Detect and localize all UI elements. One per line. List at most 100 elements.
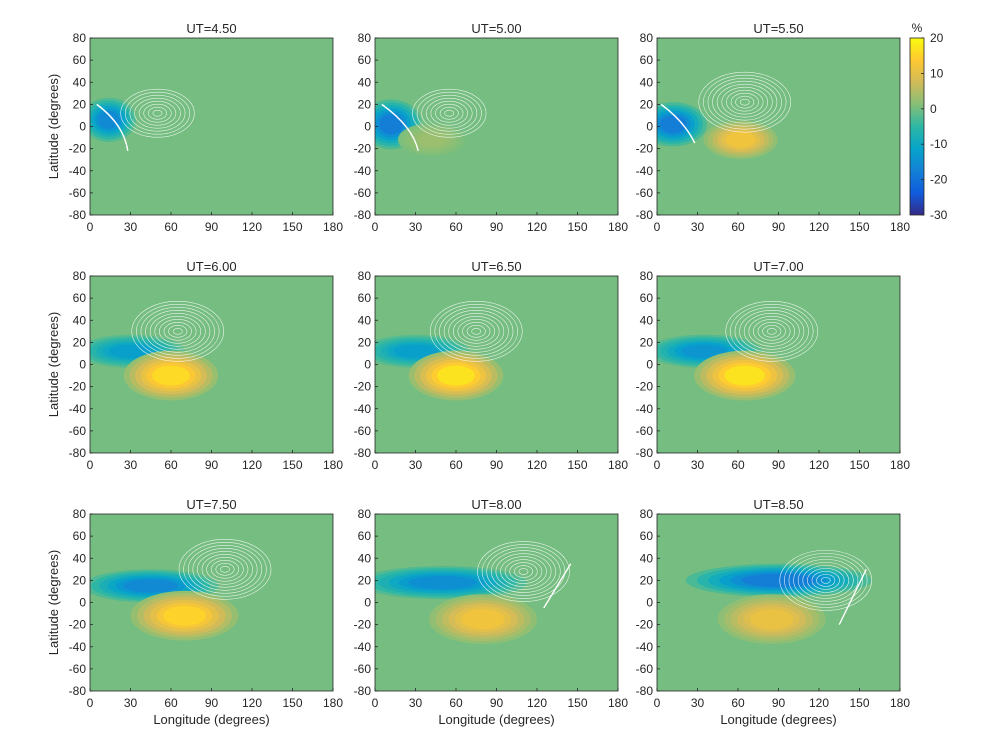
contour-ring: [703, 74, 787, 130]
panel-3: 0 30 60 90 120 150 180 -80 -60 -40 -20 0 20 40 60 80 UT=…: [636, 21, 911, 234]
y-tick-label: 0: [646, 596, 653, 610]
y-tick-label: 60: [73, 53, 87, 67]
x-tick-label: 180: [608, 696, 628, 710]
x-tick-label: 0: [654, 458, 661, 472]
contour-ring: [172, 328, 183, 335]
x-tick-label: 60: [164, 458, 178, 472]
contour-level: [725, 132, 756, 148]
x-tick-label: 30: [691, 220, 705, 234]
contour-level: [681, 344, 728, 358]
contour-ring: [192, 548, 258, 591]
y-tick-label: 60: [73, 291, 87, 305]
anomaly-region: [375, 565, 527, 600]
contour-ring: [429, 301, 523, 362]
contour-ring: [725, 301, 819, 362]
y-tick-label: -40: [636, 402, 654, 416]
panel-title: UT=8.00: [471, 497, 521, 512]
anomaly-region: [694, 350, 796, 401]
contour-ring: [721, 86, 769, 118]
x-tick-label: 30: [124, 458, 138, 472]
contour-level: [461, 609, 505, 630]
contour-ring: [462, 322, 491, 341]
contour-level: [98, 111, 120, 129]
x-axis-label: Longitude (degrees): [153, 712, 269, 727]
contour-ring: [435, 103, 464, 123]
white-contours: [178, 539, 272, 600]
contour-ring: [779, 550, 873, 611]
y-tick-label: 0: [79, 120, 86, 134]
contour-ring: [183, 542, 267, 597]
contour-ring: [145, 310, 211, 353]
y-tick-label: 0: [364, 596, 371, 610]
contour-ring: [163, 322, 192, 341]
y-tick-label: 20: [358, 335, 372, 349]
x-tick-label: 150: [849, 458, 869, 472]
y-tick-label: -60: [636, 662, 654, 676]
contour-ring: [178, 539, 272, 600]
y-tick-label: -40: [636, 640, 654, 654]
anomaly-region: [130, 590, 239, 641]
x-tick-label: 0: [87, 220, 94, 234]
y-tick-label: 60: [358, 53, 372, 67]
y-tick-label: 80: [358, 507, 372, 521]
white-contours: [412, 88, 487, 138]
x-tick-label: 0: [372, 696, 379, 710]
contour-ring: [816, 574, 836, 587]
x-tick-label: 90: [772, 696, 786, 710]
x-tick-label: 150: [282, 220, 302, 234]
x-tick-label: 0: [372, 220, 379, 234]
x-tick-label: 90: [205, 220, 219, 234]
contour-ring: [412, 88, 487, 138]
anomaly-region: [685, 563, 872, 597]
contour-ring: [206, 557, 244, 582]
contour-level: [437, 365, 475, 386]
y-tick-label: 40: [73, 75, 87, 89]
contour-ring: [140, 307, 215, 356]
y-tick-label: -60: [69, 186, 87, 200]
x-tick-label: 60: [164, 696, 178, 710]
anomaly-region: [397, 123, 466, 157]
y-tick-label: -60: [354, 424, 372, 438]
y-tick-label: 40: [358, 313, 372, 327]
contour-ring: [735, 95, 755, 109]
panel-title: UT=8.50: [753, 497, 803, 512]
panel-7: 0 30 60 90 120 150 180 -80 -60 -40 -20 0 20 40 60 80 UT=…: [46, 497, 343, 727]
x-tick-label: 90: [205, 458, 219, 472]
contour-ring: [448, 313, 505, 350]
contour-ring: [215, 563, 235, 576]
y-tick-label: -40: [69, 164, 87, 178]
contour-level: [741, 573, 816, 588]
terminator-line: [381, 103, 419, 151]
contour-ring: [134, 97, 181, 129]
contour-ring: [500, 556, 547, 587]
contour-ring: [486, 547, 561, 596]
y-tick-label: 80: [640, 269, 654, 283]
x-tick-label: 180: [323, 220, 343, 234]
x-tick-label: 180: [890, 458, 910, 472]
anomaly-region: [123, 350, 219, 401]
white-contours: [477, 541, 570, 602]
x-tick-label: 90: [205, 696, 219, 710]
y-tick-label: 40: [640, 313, 654, 327]
contour-ring: [430, 100, 468, 126]
y-tick-label: 20: [640, 97, 654, 111]
y-axis-label: Latitude (degrees): [46, 74, 61, 180]
x-tick-label: 150: [849, 220, 869, 234]
x-tick-label: 90: [772, 458, 786, 472]
contour-ring: [210, 560, 240, 579]
y-tick-label: -60: [354, 662, 372, 676]
y-tick-label: 80: [358, 269, 372, 283]
y-tick-label: -60: [354, 186, 372, 200]
x-tick-label: 0: [87, 458, 94, 472]
contour-ring: [439, 106, 459, 120]
x-tick-label: 150: [849, 696, 869, 710]
panel-title: UT=7.50: [186, 497, 236, 512]
x-tick-label: 0: [372, 458, 379, 472]
panel-title: UT=6.50: [471, 259, 521, 274]
y-axis-label: Latitude (degrees): [46, 312, 61, 418]
colorbar-tick-label: -30: [930, 208, 948, 222]
y-tick-label: 60: [640, 529, 654, 543]
white-contours: [698, 71, 792, 133]
contour-ring: [477, 541, 570, 602]
y-tick-label: 60: [640, 291, 654, 305]
